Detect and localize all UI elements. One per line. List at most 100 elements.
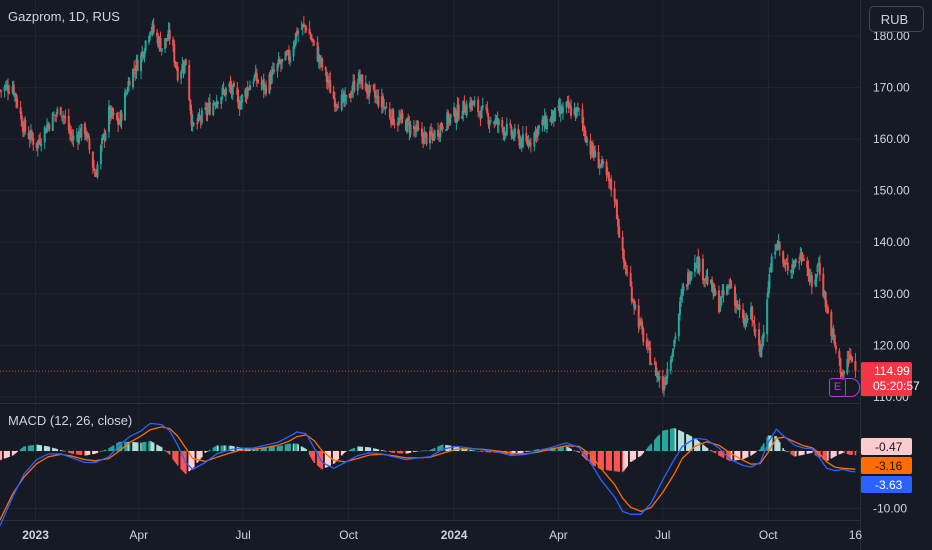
- candle: [231, 84, 234, 101]
- candle: [480, 105, 483, 119]
- candle: [448, 115, 451, 126]
- macd-histogram-bar: [309, 451, 312, 458]
- macd-histogram-bar: [577, 451, 579, 453]
- candle: [182, 59, 185, 78]
- macd-histogram-bar: [289, 443, 291, 451]
- candle: [304, 24, 307, 34]
- macd-histogram-bar: [143, 442, 146, 451]
- macd-histogram-bar: [174, 451, 177, 463]
- macd-histogram-bar: [188, 451, 190, 472]
- candle: [834, 342, 837, 354]
- macd-histogram-bar: [695, 439, 697, 451]
- candle: [658, 370, 661, 388]
- macd-histogram-bar: [109, 447, 111, 451]
- candle: [599, 163, 602, 169]
- candle: [680, 288, 683, 307]
- macd-histogram-bar: [650, 443, 653, 451]
- macd-histogram-bar: [801, 451, 804, 455]
- candle: [800, 248, 803, 266]
- candle: [422, 132, 425, 149]
- macd-histogram-bar: [277, 446, 280, 451]
- macd-histogram-bar: [261, 447, 264, 451]
- macd-histogram-bar: [672, 428, 674, 451]
- macd-histogram-bar: [30, 445, 32, 451]
- candle: [597, 144, 600, 169]
- candle: [420, 122, 423, 144]
- candle: [610, 175, 613, 197]
- macd-histogram-bar: [256, 448, 258, 451]
- macd-histogram-bar: [784, 450, 787, 452]
- candle: [622, 248, 625, 270]
- candle: [172, 36, 175, 52]
- candle: [566, 96, 569, 107]
- macd-histogram-bar: [634, 451, 637, 460]
- macd-histogram-bar: [439, 445, 442, 451]
- macd-histogram-bar: [811, 451, 813, 453]
- candle: [404, 119, 407, 132]
- candle: [464, 106, 467, 115]
- candle: [196, 118, 199, 130]
- candle: [240, 93, 243, 110]
- macd-histogram-bar: [133, 442, 135, 451]
- macd-histogram-bar: [470, 450, 473, 451]
- candle: [545, 115, 548, 134]
- candle: [279, 59, 282, 72]
- candle: [52, 111, 55, 116]
- candle: [415, 120, 418, 137]
- macd-histogram-bar: [783, 450, 786, 451]
- earnings-icon[interactable]: E: [829, 378, 846, 397]
- macd-histogram-bar: [167, 451, 170, 454]
- candle: [268, 71, 271, 95]
- macd-histogram-bar: [181, 451, 184, 471]
- candle: [424, 131, 427, 138]
- candle: [312, 38, 315, 47]
- macd-histogram-bar: [429, 450, 431, 451]
- macd-histogram-bar: [301, 447, 304, 451]
- candle: [794, 258, 797, 268]
- macd-histogram-bar: [519, 451, 522, 453]
- candle: [244, 87, 247, 103]
- macd-histogram-bar: [144, 441, 147, 451]
- candle: [8, 84, 11, 95]
- macd-histogram-bar: [512, 451, 515, 455]
- candle: [760, 344, 763, 358]
- candle: [495, 114, 498, 125]
- candle: [102, 133, 105, 141]
- macd-histogram-bar: [19, 449, 22, 451]
- macd-histogram-bar: [486, 451, 489, 453]
- candle: [677, 312, 680, 342]
- candle: [672, 348, 675, 358]
- candle: [446, 109, 449, 131]
- currency-button[interactable]: RUB: [869, 6, 924, 32]
- macd-histogram-bar: [666, 429, 669, 451]
- macd-histogram-bar: [381, 450, 383, 451]
- candle: [16, 95, 19, 109]
- macd-histogram-bar: [80, 451, 83, 456]
- candle: [189, 99, 192, 115]
- candle: [543, 108, 546, 132]
- candle: [535, 128, 538, 143]
- candle: [238, 99, 241, 116]
- candle: [654, 360, 657, 377]
- macd-histogram-bar: [800, 451, 803, 456]
- macd-histogram-bar: [854, 451, 857, 456]
- candle: [463, 95, 466, 114]
- macd-histogram-bar: [629, 451, 632, 463]
- candle: [292, 40, 295, 61]
- candle: [157, 32, 160, 49]
- time-tick-label: Oct: [759, 528, 778, 542]
- macd-histogram-bar: [237, 447, 240, 451]
- candle: [184, 58, 187, 66]
- candle: [289, 50, 292, 67]
- macd-histogram-bar: [830, 451, 833, 459]
- candle: [109, 105, 112, 125]
- macd-series-signal: [0, 426, 856, 521]
- candle: [840, 371, 843, 378]
- candle: [159, 31, 162, 52]
- candle: [352, 73, 355, 99]
- macd-histogram-bar: [205, 451, 208, 453]
- candle: [520, 137, 523, 152]
- macd-value-text: -0.47: [875, 440, 903, 454]
- macd-histogram-bar: [240, 447, 242, 451]
